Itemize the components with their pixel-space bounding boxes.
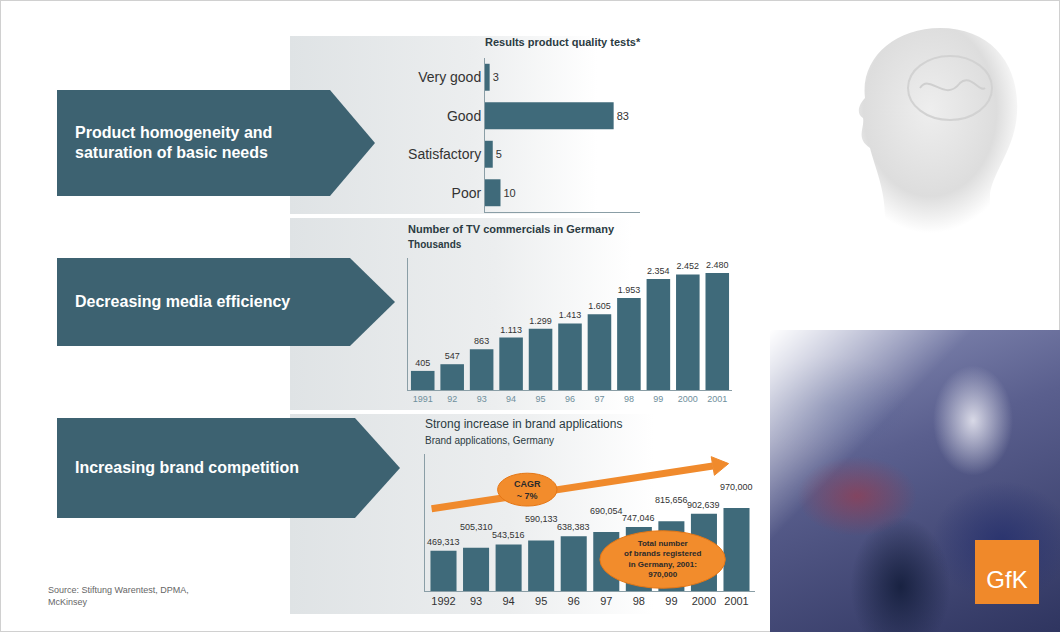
html-text:Increasing brand competition: Increasing brand competition [75, 459, 299, 476]
svg-text:543,516: 543,516 [492, 530, 525, 540]
svg-text:2.452: 2.452 [677, 261, 700, 271]
svg-text:Results product quality tests*: Results product quality tests* [485, 36, 641, 48]
svg-text:5: 5 [496, 148, 502, 160]
svg-text:95: 95 [536, 394, 546, 404]
svg-text:Satisfactory: Satisfactory [408, 146, 481, 162]
svg-text:92: 92 [447, 394, 457, 404]
svg-text:2001: 2001 [707, 394, 727, 404]
svg-text:1.953: 1.953 [618, 285, 641, 295]
svg-text:1.113: 1.113 [500, 325, 522, 335]
svg-text:93: 93 [477, 394, 487, 404]
svg-text:83: 83 [617, 110, 629, 122]
svg-text:590,133: 590,133 [525, 514, 558, 524]
svg-text:469,313: 469,313 [427, 537, 460, 547]
svg-text:95: 95 [535, 595, 547, 607]
svg-text:505,310: 505,310 [460, 522, 493, 532]
svg-text:98: 98 [633, 595, 645, 607]
svg-text:99: 99 [653, 394, 663, 404]
html-text:GfK: GfK [986, 566, 1028, 593]
svg-text:Good: Good [447, 108, 481, 124]
svg-text:96: 96 [565, 394, 575, 404]
svg-text:902,639: 902,639 [687, 500, 720, 510]
svg-text:1992: 1992 [431, 595, 455, 607]
svg-text:547: 547 [445, 351, 460, 361]
html-text:Product homogeneity and satura: Product homogeneity and saturation of ba… [75, 124, 273, 161]
svg-text:Total numberof brands register: Total numberof brands registeredin Germa… [624, 539, 701, 579]
svg-text:1991: 1991 [413, 394, 433, 404]
svg-text:2000: 2000 [678, 394, 698, 404]
svg-text:863: 863 [474, 336, 489, 346]
svg-text:93: 93 [470, 595, 482, 607]
svg-text:Number of TV commercials in Ge: Number of TV commercials in GermanyThous… [408, 223, 615, 249]
svg-text:3: 3 [493, 71, 499, 83]
svg-text:99: 99 [665, 595, 677, 607]
svg-text:1.413: 1.413 [559, 310, 582, 320]
html-text:Source: Stiftung Warentest, DP: Source: Stiftung Warentest, DPMA, McKins… [48, 585, 189, 607]
svg-text:2001: 2001 [724, 595, 748, 607]
svg-text:CAGR~ 7%: CAGR~ 7% [514, 479, 541, 501]
html-text:Decreasing media efficiency: Decreasing media efficiency [75, 293, 291, 310]
svg-text:2000: 2000 [692, 595, 716, 607]
svg-text:Strong increase in brand appli: Strong increase in brand applicationsBra… [425, 417, 622, 446]
svg-text:970,000: 970,000 [720, 482, 753, 492]
svg-text:10: 10 [504, 187, 516, 199]
svg-text:1.299: 1.299 [529, 316, 552, 326]
svg-text:97: 97 [600, 595, 612, 607]
svg-text:638,383: 638,383 [557, 522, 590, 532]
svg-text:97: 97 [594, 394, 604, 404]
svg-text:2.354: 2.354 [647, 266, 670, 276]
svg-text:Poor: Poor [452, 185, 482, 201]
svg-text:94: 94 [502, 595, 514, 607]
svg-text:96: 96 [568, 595, 580, 607]
svg-text:815,656: 815,656 [655, 495, 688, 505]
svg-text:2.480: 2.480 [706, 260, 729, 270]
svg-text:747,046: 747,046 [622, 513, 655, 523]
svg-text:94: 94 [506, 394, 516, 404]
svg-text:98: 98 [624, 394, 634, 404]
svg-text:690,054: 690,054 [590, 506, 623, 516]
svg-text:1.605: 1.605 [588, 301, 611, 311]
svg-text:405: 405 [415, 358, 430, 368]
svg-text:Very good: Very good [418, 69, 481, 85]
